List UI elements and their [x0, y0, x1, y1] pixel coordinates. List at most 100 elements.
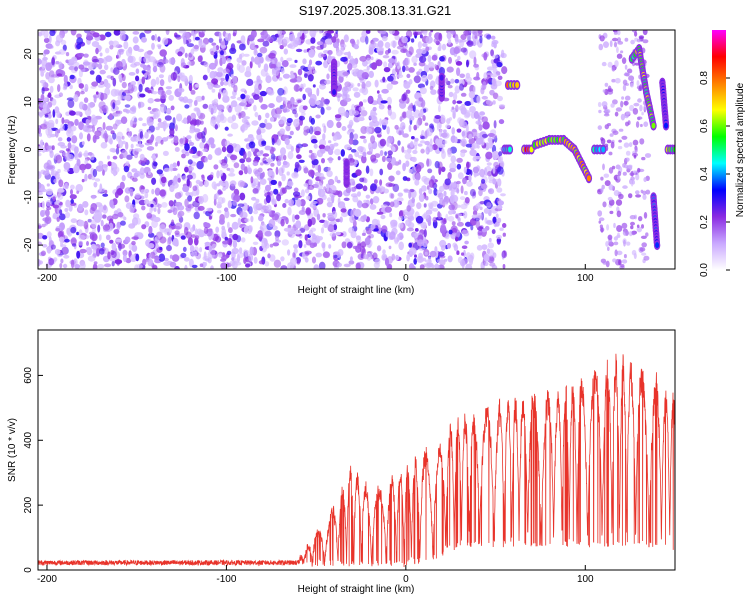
noise-blob	[340, 56, 348, 62]
noise-blob	[448, 210, 453, 215]
noise-blob	[220, 50, 224, 56]
noise-blob	[278, 120, 285, 125]
noise-blob	[384, 257, 390, 267]
noise-blob	[141, 76, 146, 85]
noise-blob	[308, 169, 315, 177]
noise-blob	[94, 130, 102, 137]
noise-blob	[640, 123, 643, 128]
noise-blob	[446, 66, 454, 73]
noise-blob	[287, 180, 294, 187]
noise-blob	[490, 73, 498, 78]
noise-blob	[202, 103, 209, 109]
noise-blob	[110, 88, 118, 97]
noise-blob	[267, 253, 271, 259]
noise-blob	[416, 119, 420, 129]
noise-blob	[239, 181, 247, 187]
noise-blob	[425, 36, 433, 44]
noise-blob	[169, 163, 174, 172]
noise-blob	[147, 171, 152, 176]
noise-blob	[85, 235, 90, 239]
noise-blob	[177, 205, 185, 211]
noise-blob	[343, 197, 350, 201]
noise-blob	[218, 32, 222, 40]
noise-blob	[186, 43, 194, 48]
noise-blob	[123, 40, 129, 50]
noise-blob	[370, 56, 374, 61]
noise-blob	[232, 233, 239, 241]
noise-blob	[218, 218, 225, 225]
noise-blob	[154, 187, 161, 196]
noise-blob	[256, 133, 263, 141]
noise-blob	[602, 89, 606, 93]
noise-blob	[643, 121, 649, 127]
noise-blob	[497, 217, 502, 224]
noise-blob	[490, 206, 499, 214]
noise-blob	[271, 138, 275, 146]
noise-blob	[120, 149, 128, 159]
noise-blob	[239, 111, 246, 119]
noise-blob	[93, 261, 98, 265]
noise-blob	[326, 170, 333, 178]
noise-blob	[195, 235, 200, 240]
noise-blob	[228, 173, 236, 177]
noise-blob	[285, 124, 291, 132]
noise-blob	[102, 133, 109, 139]
noise-blob	[371, 62, 378, 70]
noise-blob	[459, 83, 464, 91]
noise-blob	[368, 115, 377, 120]
noise-blob	[189, 245, 195, 253]
noise-blob	[441, 148, 445, 154]
noise-blob	[327, 167, 331, 171]
noise-blob	[64, 208, 69, 212]
spectrogram-y-tick-label: -10	[23, 190, 34, 205]
noise-blob	[236, 57, 243, 63]
noise-blob	[488, 189, 492, 193]
noise-blob	[208, 37, 214, 43]
noise-blob	[183, 257, 190, 262]
noise-blob	[113, 30, 121, 36]
noise-blob	[303, 244, 307, 248]
noise-blob	[145, 171, 153, 179]
noise-blob	[293, 248, 298, 254]
noise-blob	[388, 30, 396, 35]
noise-blob	[492, 216, 497, 224]
noise-blob	[501, 250, 508, 259]
noise-blob	[269, 254, 276, 262]
noise-blob	[260, 204, 268, 214]
noise-blob	[168, 200, 174, 207]
noise-blob	[346, 241, 353, 249]
noise-blob	[287, 249, 291, 256]
noise-blob	[419, 34, 423, 39]
noise-blob	[466, 180, 473, 187]
noise-blob	[423, 203, 427, 208]
noise-blob	[607, 88, 614, 92]
noise-blob	[353, 68, 359, 73]
noise-blob	[109, 44, 114, 50]
noise-blob	[469, 188, 476, 197]
noise-blob	[285, 143, 293, 150]
noise-blob	[492, 178, 497, 185]
noise-blob	[281, 60, 289, 68]
noise-blob	[380, 204, 388, 208]
noise-blob	[292, 191, 301, 197]
noise-blob	[257, 114, 262, 121]
noise-blob	[502, 223, 507, 228]
noise-blob	[316, 213, 321, 221]
noise-blob	[608, 167, 614, 174]
noise-blob	[170, 105, 175, 111]
noise-blob	[381, 225, 388, 234]
noise-blob	[57, 188, 65, 193]
noise-blob	[369, 198, 374, 205]
noise-blob	[274, 230, 281, 238]
noise-blob	[76, 231, 80, 236]
noise-blob	[613, 190, 620, 197]
noise-blob	[216, 104, 225, 111]
noise-blob	[382, 76, 386, 83]
noise-blob	[105, 47, 110, 54]
noise-blob	[139, 131, 143, 139]
noise-blob	[483, 253, 490, 262]
noise-blob	[447, 255, 453, 263]
noise-blob	[277, 87, 285, 96]
noise-blob	[365, 194, 371, 199]
noise-blob	[148, 253, 152, 260]
